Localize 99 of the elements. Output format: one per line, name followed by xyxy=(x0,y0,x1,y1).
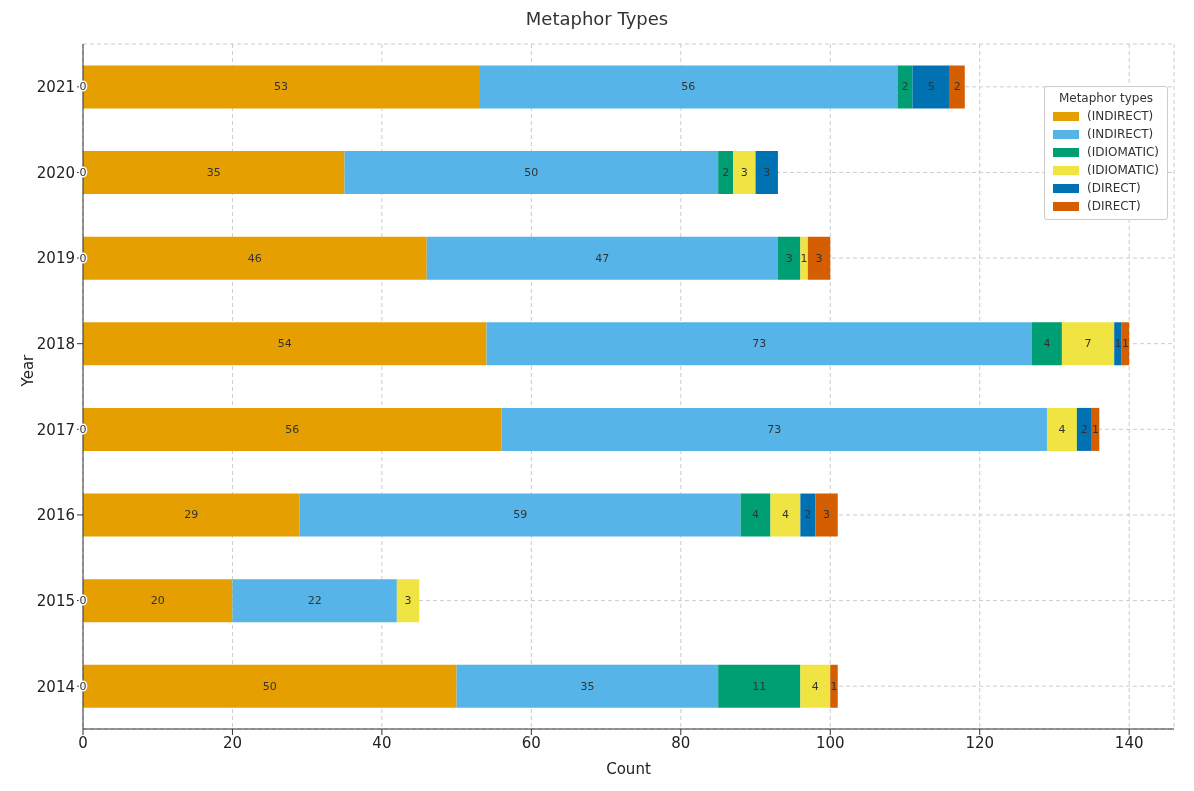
data-label: 59 xyxy=(513,508,528,522)
data-label: 4 xyxy=(1043,337,1051,351)
bar xyxy=(1114,322,1122,366)
x-tick-label: 20 xyxy=(222,733,242,752)
data-label: 47 xyxy=(595,251,610,265)
legend-title: Metaphor types xyxy=(1057,91,1155,105)
data-label: 4 xyxy=(811,679,819,693)
data-label: 73 xyxy=(752,337,767,351)
bar xyxy=(800,493,816,537)
data-label: 20 xyxy=(150,594,165,608)
legend-label: (DIRECT) xyxy=(1086,199,1141,213)
x-tick-label: 60 xyxy=(521,733,541,752)
bar xyxy=(1032,322,1062,366)
bar xyxy=(912,65,950,109)
bar xyxy=(807,236,831,280)
y-tick-label: 2020 xyxy=(36,163,75,182)
bar xyxy=(1046,407,1077,451)
data-label: 3 xyxy=(815,251,823,265)
x-axis-title: Count xyxy=(606,760,651,778)
data-label: 1 xyxy=(1092,422,1100,436)
legend-label: (INDIRECT) xyxy=(1086,127,1154,141)
bar xyxy=(501,407,1047,451)
bar xyxy=(344,151,719,195)
data-label: 3 xyxy=(785,251,793,265)
bar xyxy=(800,236,808,280)
bar xyxy=(755,151,778,195)
bar xyxy=(830,664,838,708)
bar xyxy=(83,322,487,366)
data-label: 1 xyxy=(830,679,838,693)
bar xyxy=(232,579,397,623)
data-label: 54 xyxy=(277,337,292,351)
legend-label: (IDIOMATIC) xyxy=(1086,163,1159,177)
data-label: 7 xyxy=(1084,337,1092,351)
data-label: 53 xyxy=(274,80,289,94)
legend-label: (DIRECT) xyxy=(1086,181,1141,195)
data-label: 50 xyxy=(524,165,539,179)
data-label: 1 xyxy=(800,251,808,265)
data-label: 3 xyxy=(404,594,412,608)
data-label: 2 xyxy=(953,80,961,94)
bar xyxy=(740,493,771,537)
x-tick-label: 80 xyxy=(671,733,691,752)
x-tick-label: 140 xyxy=(1114,733,1144,752)
bar xyxy=(1076,407,1092,451)
bar xyxy=(1061,322,1115,366)
bar xyxy=(718,151,734,195)
bar xyxy=(718,664,801,708)
data-label: 46 xyxy=(247,251,262,265)
y-tick-label: 2017 xyxy=(36,420,75,439)
data-label: 3 xyxy=(823,508,831,522)
data-label: 2 xyxy=(1080,422,1088,436)
bar xyxy=(396,579,420,623)
data-label: 29 xyxy=(184,508,199,522)
data-label: 1 xyxy=(1114,337,1122,351)
data-label: 2 xyxy=(901,80,909,94)
data-label: 2 xyxy=(804,508,812,522)
data-label: 3 xyxy=(740,165,748,179)
chart-title: Metaphor Types xyxy=(524,8,670,31)
text: 0 xyxy=(79,165,87,179)
legend-label: (IDIOMATIC) xyxy=(1086,145,1159,159)
x-tick-label: 100 xyxy=(815,733,845,752)
text: 0 xyxy=(79,594,87,608)
x-tick-label: 40 xyxy=(372,733,392,752)
data-label: 3 xyxy=(763,165,771,179)
y-axis-title: Year xyxy=(19,353,38,388)
data-label: 35 xyxy=(206,165,221,179)
data-label: 73 xyxy=(767,422,782,436)
data-label: 11 xyxy=(752,679,767,693)
bar xyxy=(456,664,719,708)
data-label: 50 xyxy=(262,679,277,693)
y-tick-label: 2018 xyxy=(36,335,75,354)
data-label: 2 xyxy=(722,165,730,179)
data-label: 22 xyxy=(307,594,322,608)
bar xyxy=(770,493,801,537)
bar xyxy=(777,236,801,280)
legend-label: (INDIRECT) xyxy=(1086,109,1154,123)
bar xyxy=(479,65,898,109)
bar xyxy=(800,664,831,708)
y-tick-label: 2015 xyxy=(36,591,75,610)
data-label: 4 xyxy=(752,508,760,522)
y-tick-label: 2016 xyxy=(36,506,75,525)
data-label: 56 xyxy=(285,422,300,436)
bar xyxy=(949,65,965,109)
bar xyxy=(733,151,756,195)
x-tick-label: 0 xyxy=(78,733,88,752)
data-label: 56 xyxy=(681,80,696,94)
bar xyxy=(299,493,741,537)
y-tick-label: 2019 xyxy=(36,249,75,268)
data-label: 5 xyxy=(927,80,935,94)
bar xyxy=(83,493,300,537)
y-tick-label: 2014 xyxy=(36,677,75,696)
data-label: 1 xyxy=(1121,337,1129,351)
data-label: 4 xyxy=(781,508,789,522)
bar xyxy=(815,493,838,537)
bar xyxy=(426,236,778,280)
bar xyxy=(486,322,1033,366)
x-tick-label: 120 xyxy=(965,733,995,752)
data-label: 4 xyxy=(1058,422,1066,436)
y-tick-label: 2021 xyxy=(36,78,75,97)
data-label: 35 xyxy=(580,679,595,693)
